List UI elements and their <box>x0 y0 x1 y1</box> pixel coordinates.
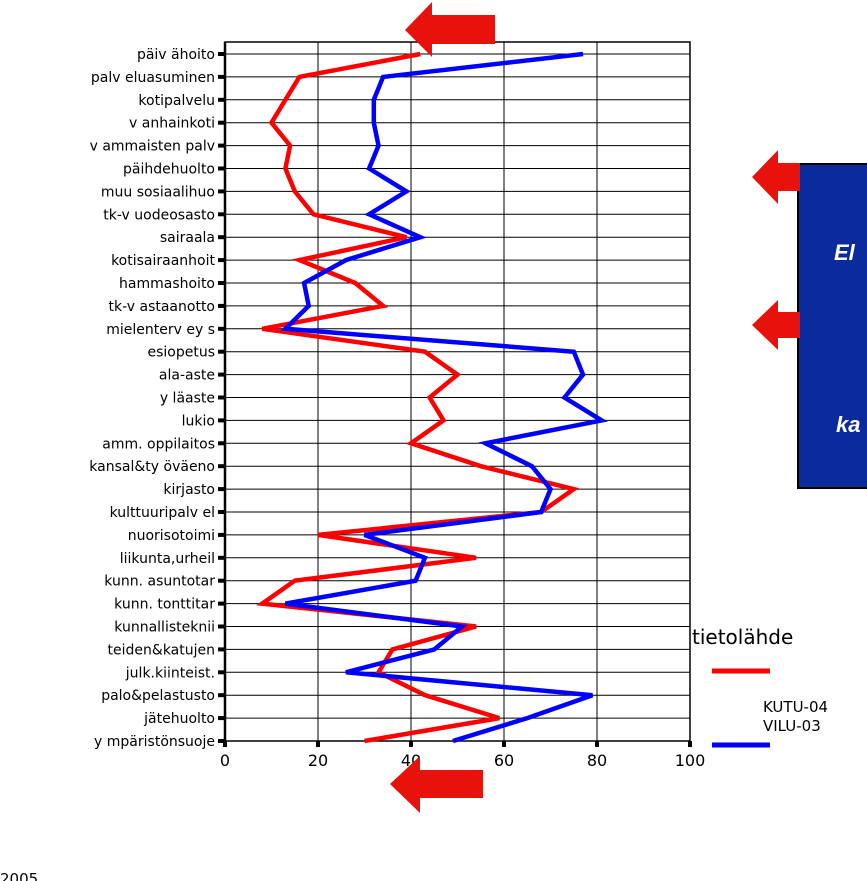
y-tick-mark <box>218 578 225 583</box>
y-tick-mark <box>218 235 225 240</box>
y-tick-mark <box>218 281 225 285</box>
x-tick-label: 100 <box>675 751 706 770</box>
category-label: kunnallisteknii <box>114 620 215 636</box>
legend-title: tietolähde <box>692 625 793 649</box>
y-tick-mark <box>218 464 225 469</box>
category-label: kansal&ty öväeno <box>89 459 215 475</box>
category-label: teiden&katujen <box>108 642 215 658</box>
category-label: päiv ähoito <box>137 47 215 63</box>
category-label: sairaala <box>160 230 215 246</box>
category-label: v ammaisten palv <box>90 139 215 155</box>
category-label: palo&pelastusto <box>101 688 215 704</box>
y-tick-mark <box>218 716 225 721</box>
grid <box>224 42 691 742</box>
legend: tietolähde KUTU-04 VILU-03 <box>692 625 828 748</box>
y-tick-mark <box>218 349 225 354</box>
category-label: kunn. tonttitar <box>114 597 215 613</box>
y-tick-mark <box>218 303 225 308</box>
category-label: kotipalvelu <box>138 93 215 109</box>
y-tick-mark <box>218 532 225 537</box>
category-label: kirjasto <box>163 482 215 498</box>
x-tick-mark <box>502 741 506 747</box>
category-label: y läaste <box>160 391 215 407</box>
x-tick-label: 60 <box>494 751 514 770</box>
category-label: jätehuolto <box>143 711 215 727</box>
x-tick-mark <box>595 741 599 747</box>
category-label: hammashoito <box>119 276 215 292</box>
category-label: muu sosiaalihuo <box>101 184 215 200</box>
y-tick-mark <box>218 555 225 560</box>
arrow-left-icon <box>752 300 800 350</box>
category-label: amm. oppilaitos <box>102 436 215 452</box>
category-label: nuorisotoimi <box>128 528 215 544</box>
y-tick-mark <box>218 120 225 125</box>
y-tick-mark <box>218 74 225 79</box>
y-tick-mark <box>218 487 225 492</box>
category-label: y mpäristönsuoje <box>94 734 215 750</box>
legend-label-vilu: VILU-03 <box>763 717 821 735</box>
y-tick-mark <box>218 601 225 606</box>
series-line-vilu-03 <box>280 51 608 744</box>
y-tick-mark <box>218 143 225 148</box>
callout-text-2: ka <box>836 412 860 437</box>
category-labels: päiv ähoito palv eluasuminen kotipalvelu v … <box>89 47 215 750</box>
category-label: lukio <box>182 413 215 429</box>
callout-background <box>797 163 867 489</box>
arrow-left-icon <box>390 756 483 813</box>
category-label: kotisairaanhoit <box>111 253 215 269</box>
category-label: palv eluasuminen <box>91 70 215 86</box>
x-tick-mark <box>409 741 413 747</box>
arrows <box>390 2 800 813</box>
y-tick-mark <box>218 372 225 377</box>
callout-text-1: El <box>834 240 856 265</box>
y-tick-mark <box>218 97 225 102</box>
category-label: v anhainkoti <box>129 116 215 132</box>
series <box>256 51 608 744</box>
y-tick-mark <box>218 510 225 514</box>
footer-year: 2005 <box>0 870 38 881</box>
category-label: liikunta,urheil <box>120 551 215 567</box>
x-tick-mark <box>688 741 692 747</box>
x-tick-mark <box>223 741 227 747</box>
legend-label-kutu: KUTU-04 <box>763 698 828 716</box>
category-label: julk.kiinteist. <box>125 665 215 681</box>
category-label: esiopetus <box>147 345 215 361</box>
y-tick-mark <box>218 52 225 56</box>
y-tick-mark <box>218 212 225 217</box>
y-tick-mark <box>218 624 225 629</box>
y-tick-mark <box>218 441 225 446</box>
y-tick-mark <box>218 189 225 194</box>
y-tick-mark <box>218 166 225 171</box>
y-tick-mark <box>218 326 225 331</box>
series-line-kutu-04 <box>256 51 580 744</box>
y-tick-mark <box>218 693 225 698</box>
category-label: tk-v astaanotto <box>108 299 215 315</box>
y-tick-mark <box>218 647 225 652</box>
plot-border <box>224 41 691 742</box>
y-tick-mark <box>218 670 225 675</box>
category-label: päihdehuolto <box>123 162 215 178</box>
callout-box: El ka <box>797 163 867 489</box>
x-tick-label: 0 <box>220 751 230 770</box>
x-tick-label: 20 <box>308 751 328 770</box>
arrow-left-icon <box>752 150 800 204</box>
x-tick-mark <box>316 741 320 747</box>
y-tick-mark <box>218 395 225 400</box>
category-label: kulttuuripalv el <box>110 505 215 521</box>
category-label: tk-v uodeosasto <box>103 207 215 223</box>
arrow-left-icon <box>405 2 495 57</box>
category-label: kunn. asuntotar <box>104 574 215 590</box>
y-tick-mark <box>218 258 225 263</box>
y-tick-mark <box>218 739 225 743</box>
x-tick-labels: 0 20 40 60 80 100 <box>220 751 705 770</box>
x-tick-label: 80 <box>587 751 607 770</box>
category-label: ala-aste <box>159 368 215 384</box>
y-tick-mark <box>218 418 225 423</box>
category-label: mielenterv ey s <box>106 322 215 338</box>
